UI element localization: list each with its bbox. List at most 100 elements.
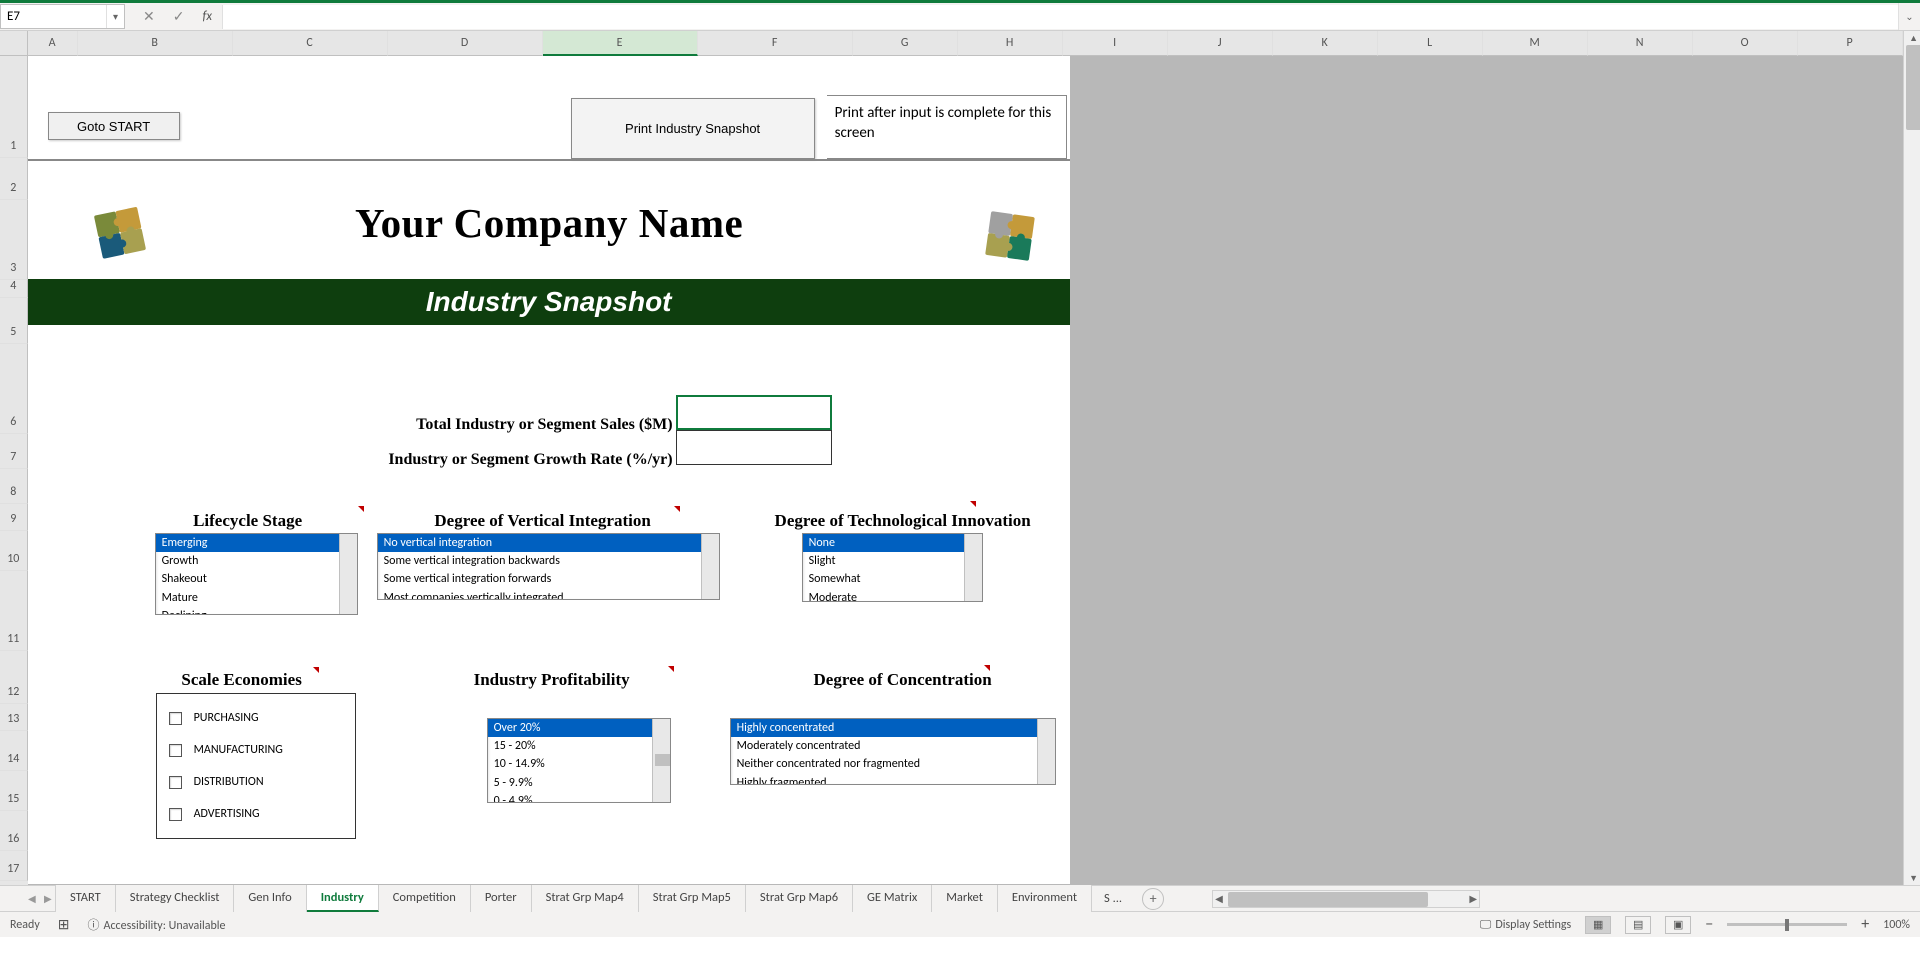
hscroll-thumb[interactable]	[1228, 892, 1428, 907]
list-item[interactable]: Growth	[156, 552, 357, 570]
sheet-tab-environment[interactable]: Environment	[998, 885, 1092, 912]
checkbox-icon[interactable]	[169, 712, 182, 725]
column-header-B[interactable]: B	[78, 31, 233, 56]
checkbox-row[interactable]: ADVERTISING	[161, 798, 347, 830]
grid-area[interactable]: Goto START Print Industry Snapshot Print…	[28, 56, 1903, 885]
sheet-tab-porter[interactable]: Porter	[471, 885, 532, 912]
checkbox-row[interactable]: PURCHASING	[161, 702, 347, 734]
accessibility-status[interactable]: ⓘAccessibility: Unavailable	[88, 916, 226, 933]
list-item[interactable]: Shakeout	[156, 570, 357, 588]
row-header-3[interactable]: 3	[0, 200, 28, 280]
sheet-tab-strategy-checklist[interactable]: Strategy Checklist	[116, 885, 235, 912]
list-item[interactable]: Over 20%	[488, 719, 670, 737]
column-header-F[interactable]: F	[698, 31, 853, 56]
comment-icon[interactable]	[668, 666, 674, 672]
row-header-14[interactable]: 14	[0, 731, 28, 771]
row-header-17[interactable]: 17	[0, 851, 28, 881]
zoom-slider-thumb[interactable]	[1785, 919, 1789, 931]
listbox-scrollbar[interactable]	[652, 719, 670, 802]
scroll-down-arrow[interactable]: ▼	[1904, 871, 1920, 885]
vertical-scrollbar[interactable]: ▲ ▼	[1903, 31, 1920, 885]
list-item[interactable]: 0 - 4.9%	[488, 792, 670, 803]
list-item[interactable]: Some vertical integration forwards	[378, 570, 719, 588]
zoom-in-button[interactable]: +	[1861, 915, 1869, 934]
formula-bar-expand[interactable]: ⌄	[1898, 3, 1920, 30]
checkbox-icon[interactable]	[169, 808, 182, 821]
tab-more[interactable]: S ...	[1092, 886, 1134, 911]
sheet-tab-ge-matrix[interactable]: GE Matrix	[853, 885, 932, 912]
tech-innovation-listbox[interactable]: NoneSlightSomewhatModerate	[802, 533, 983, 602]
listbox-scrollbar[interactable]	[701, 534, 719, 599]
row-header-4[interactable]: 4	[0, 280, 28, 298]
list-item[interactable]: Highly fragmented	[731, 774, 1055, 785]
select-all-corner[interactable]	[0, 31, 28, 56]
sales-input[interactable]	[676, 395, 832, 430]
row-header-1[interactable]: 1	[0, 56, 28, 158]
zoom-out-button[interactable]: −	[1705, 915, 1713, 934]
sheet-tab-strat-grp-map6[interactable]: Strat Grp Map6	[746, 885, 853, 912]
row-header-5[interactable]: 5	[0, 298, 28, 344]
sheet-tab-market[interactable]: Market	[932, 885, 998, 912]
hscroll-right-arrow[interactable]: ▶	[1469, 892, 1477, 905]
normal-view-icon[interactable]: ▦	[1585, 916, 1611, 934]
column-header-P[interactable]: P	[1798, 31, 1903, 56]
cancel-icon[interactable]: ✕	[143, 8, 155, 25]
name-box[interactable]: E7 ▾	[0, 4, 125, 29]
profitability-listbox[interactable]: Over 20%15 - 20%10 - 14.9% 5 - 9.9% 0 - …	[487, 718, 671, 803]
vertical-integration-listbox[interactable]: No vertical integrationSome vertical int…	[377, 533, 720, 600]
comment-icon[interactable]	[984, 665, 990, 671]
goto-start-button[interactable]: Goto START	[48, 112, 180, 140]
row-header-11[interactable]: 11	[0, 571, 28, 651]
growth-input[interactable]	[676, 430, 832, 465]
page-break-view-icon[interactable]: ▣	[1665, 916, 1691, 934]
add-sheet-button[interactable]: +	[1142, 888, 1164, 910]
list-item[interactable]: Emerging	[156, 534, 357, 552]
row-header-9[interactable]: 9	[0, 504, 28, 531]
listbox-scrollbar[interactable]	[1037, 719, 1055, 784]
checkbox-icon[interactable]	[169, 744, 182, 757]
name-box-dropdown[interactable]: ▾	[106, 5, 124, 28]
display-settings-button[interactable]: 🖵Display Settings	[1480, 918, 1571, 932]
column-header-H[interactable]: H	[958, 31, 1063, 56]
row-header-13[interactable]: 13	[0, 704, 28, 731]
row-header-7[interactable]: 7	[0, 434, 28, 469]
hscroll-left-arrow[interactable]: ◀	[1215, 892, 1223, 905]
column-header-O[interactable]: O	[1693, 31, 1798, 56]
concentration-listbox[interactable]: Highly concentratedModerately concentrat…	[730, 718, 1056, 785]
list-item[interactable]: No vertical integration	[378, 534, 719, 552]
list-item[interactable]: None	[803, 534, 982, 552]
list-item[interactable]: 10 - 14.9%	[488, 755, 670, 773]
checkbox-row[interactable]: DISTRIBUTION	[161, 766, 347, 798]
column-header-E[interactable]: E	[543, 31, 698, 56]
page-layout-view-icon[interactable]: ▤	[1625, 916, 1651, 934]
column-header-C[interactable]: C	[233, 31, 388, 56]
list-item[interactable]: Slight	[803, 552, 982, 570]
comment-icon[interactable]	[674, 506, 680, 512]
listbox-scrollbar[interactable]	[964, 534, 982, 601]
row-header-12[interactable]: 12	[0, 651, 28, 704]
column-header-I[interactable]: I	[1063, 31, 1168, 56]
list-item[interactable]: Some vertical integration backwards	[378, 552, 719, 570]
list-item[interactable]: Mature	[156, 589, 357, 607]
list-item[interactable]: Highly concentrated	[731, 719, 1055, 737]
checkbox-row[interactable]: MANUFACTURING	[161, 734, 347, 766]
zoom-slider[interactable]	[1727, 923, 1847, 926]
list-item[interactable]: Declining	[156, 607, 357, 615]
row-header-16[interactable]: 16	[0, 811, 28, 851]
macro-recorder-icon[interactable]: ⊞	[58, 916, 70, 933]
sheet-tab-competition[interactable]: Competition	[379, 885, 471, 912]
list-item[interactable]: Moderately concentrated	[731, 737, 1055, 755]
sheet-tab-gen-info[interactable]: Gen Info	[234, 885, 306, 912]
lifecycle-listbox[interactable]: EmergingGrowthShakeoutMatureDeclining	[155, 533, 358, 615]
row-header-2[interactable]: 2	[0, 158, 28, 200]
scroll-thumb[interactable]	[1906, 45, 1920, 130]
column-header-J[interactable]: J	[1168, 31, 1273, 56]
sheet-tab-start[interactable]: START	[56, 885, 116, 912]
print-snapshot-button[interactable]: Print Industry Snapshot	[571, 98, 815, 159]
scroll-up-arrow[interactable]: ▲	[1904, 31, 1920, 45]
row-header-15[interactable]: 15	[0, 771, 28, 811]
tab-nav-right[interactable]: ▶	[44, 892, 52, 905]
list-item[interactable]: Moderate	[803, 589, 982, 602]
horizontal-scrollbar[interactable]: ◀ ▶	[1212, 890, 1480, 908]
column-header-L[interactable]: L	[1378, 31, 1483, 56]
